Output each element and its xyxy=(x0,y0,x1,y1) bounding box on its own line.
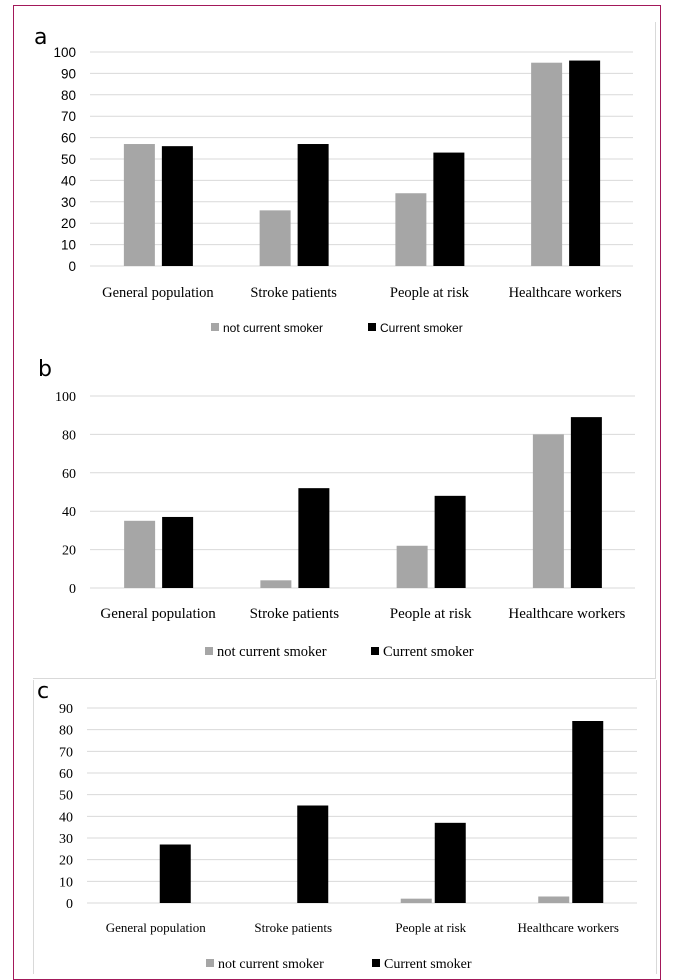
y-tick-label: 80 xyxy=(59,724,73,739)
y-tick-label: 80 xyxy=(61,88,76,103)
x-category-label: Stroke patients xyxy=(250,606,340,622)
chart-panel-b: b 0 20 40 60 80 100 General population Stroke p… xyxy=(33,356,656,679)
legend-label: Current smoker xyxy=(383,644,474,660)
y-tick-label: 60 xyxy=(59,767,73,782)
legend-swatch xyxy=(368,323,376,331)
bar-not-current-smoker xyxy=(400,898,432,903)
bar-current-smoker xyxy=(297,805,329,903)
bar-current-smoker xyxy=(569,60,601,267)
panel-label-c: c xyxy=(37,679,50,704)
y-tick-label: 90 xyxy=(61,66,76,81)
y-tick-label: 60 xyxy=(61,131,76,146)
y-tick-label: 40 xyxy=(62,505,76,520)
x-category-label: General population xyxy=(100,606,216,622)
y-tick-label: 70 xyxy=(61,109,76,124)
y-tick-label: 60 xyxy=(62,467,76,482)
y-tick-label: 0 xyxy=(68,259,76,274)
legend-swatch xyxy=(371,647,379,655)
y-tick-label: 40 xyxy=(61,173,76,188)
chart-panel-a: a 0 10 20 30 40 50 60 70 80 90 100 General populati… xyxy=(33,22,656,357)
y-tick-label: 20 xyxy=(62,544,76,559)
bar-current-smoker xyxy=(570,417,602,588)
y-tick-label: 50 xyxy=(61,152,76,167)
x-category-label: People at risk xyxy=(395,920,466,935)
y-tick-label: 90 xyxy=(59,702,73,717)
chart-b: 0 20 40 60 80 100 General population Stroke pat… xyxy=(55,390,635,660)
bar-not-current-smoker xyxy=(123,144,155,266)
bar-current-smoker xyxy=(434,822,466,903)
chart-a: 0 10 20 30 40 50 60 70 80 90 100 General population… xyxy=(53,45,633,335)
y-tick-label: 100 xyxy=(53,45,76,60)
bar-current-smoker xyxy=(161,146,193,266)
x-category-label: Healthcare workers xyxy=(518,920,619,935)
legend-label: Current smoker xyxy=(380,321,463,335)
bar-not-current-smoker xyxy=(532,434,564,588)
y-tick-label: 80 xyxy=(62,428,76,443)
y-tick-label: 20 xyxy=(59,854,73,869)
x-category-label: Healthcare workers xyxy=(508,606,625,622)
x-category-label: People at risk xyxy=(390,606,472,622)
bar-not-current-smoker xyxy=(395,193,427,266)
legend-swatch xyxy=(205,647,213,655)
bar-not-current-smoker xyxy=(396,545,428,588)
y-tick-label: 0 xyxy=(66,897,73,912)
bar-not-current-smoker xyxy=(260,580,292,588)
legend-label: not current smoker xyxy=(217,644,327,660)
x-category-label: General population xyxy=(106,920,206,935)
x-category-label: People at risk xyxy=(390,285,470,301)
legend-swatch xyxy=(206,959,214,967)
bar-current-smoker xyxy=(159,844,191,903)
chart-c: 0 10 20 30 40 50 60 70 80 90 General population Str… xyxy=(59,702,637,972)
bar-current-smoker xyxy=(162,516,194,588)
x-category-label: General population xyxy=(102,285,214,301)
bar-current-smoker xyxy=(433,152,465,266)
bar-current-smoker xyxy=(298,488,330,588)
bar-current-smoker xyxy=(297,144,329,266)
y-tick-label: 40 xyxy=(59,810,73,825)
bar-not-current-smoker xyxy=(538,896,570,903)
bar-not-current-smoker xyxy=(259,210,291,266)
panel-label-a: a xyxy=(34,25,48,50)
bar-not-current-smoker xyxy=(531,62,563,267)
legend-swatch xyxy=(211,323,219,331)
y-tick-label: 10 xyxy=(59,875,73,890)
bar-not-current-smoker xyxy=(124,520,156,588)
x-category-label: Healthcare workers xyxy=(509,285,622,301)
y-tick-label: 100 xyxy=(55,390,76,405)
legend-label: not current smoker xyxy=(218,957,324,972)
y-tick-label: 10 xyxy=(61,238,76,253)
x-category-label: Stroke patients xyxy=(254,920,332,935)
chart-panel-c: c 0 10 20 30 40 50 60 70 80 90 General population S… xyxy=(33,680,657,974)
y-tick-label: 0 xyxy=(69,582,76,597)
legend-label: Current smoker xyxy=(384,957,472,972)
bar-current-smoker xyxy=(572,721,604,903)
y-tick-label: 30 xyxy=(59,832,73,847)
y-tick-label: 70 xyxy=(59,745,73,760)
legend-swatch xyxy=(372,959,380,967)
legend-label: not current smoker xyxy=(223,321,323,335)
y-tick-label: 20 xyxy=(61,216,76,231)
x-category-label: Stroke patients xyxy=(250,285,337,301)
y-tick-label: 30 xyxy=(61,195,76,210)
bar-current-smoker xyxy=(434,495,466,588)
panel-label-b: b xyxy=(38,357,52,382)
y-tick-label: 50 xyxy=(59,789,73,804)
